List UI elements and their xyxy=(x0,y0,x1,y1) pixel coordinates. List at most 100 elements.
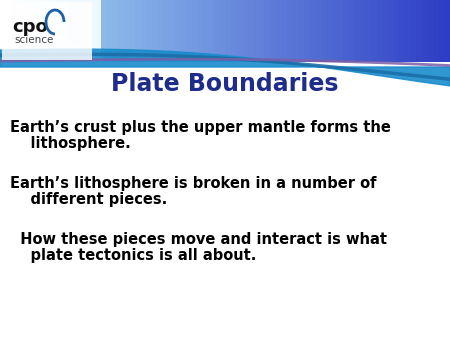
Polygon shape xyxy=(214,0,220,62)
Polygon shape xyxy=(0,53,95,54)
Polygon shape xyxy=(175,0,180,62)
Polygon shape xyxy=(45,0,50,62)
Polygon shape xyxy=(281,0,287,62)
Polygon shape xyxy=(5,0,11,62)
Polygon shape xyxy=(349,0,355,62)
Polygon shape xyxy=(242,0,248,62)
Polygon shape xyxy=(101,0,107,62)
Polygon shape xyxy=(118,0,124,62)
Polygon shape xyxy=(287,0,292,62)
Polygon shape xyxy=(405,0,410,62)
Text: Plate Boundaries: Plate Boundaries xyxy=(111,72,339,96)
Polygon shape xyxy=(208,0,214,62)
Polygon shape xyxy=(135,0,140,62)
Polygon shape xyxy=(259,0,265,62)
Polygon shape xyxy=(0,43,73,45)
Polygon shape xyxy=(0,58,107,59)
Polygon shape xyxy=(0,47,81,48)
Polygon shape xyxy=(410,0,416,62)
Polygon shape xyxy=(40,0,45,62)
Polygon shape xyxy=(124,0,130,62)
Polygon shape xyxy=(22,0,28,62)
Polygon shape xyxy=(253,0,259,62)
Text: lithosphere.: lithosphere. xyxy=(10,136,131,151)
Polygon shape xyxy=(433,0,439,62)
Polygon shape xyxy=(382,0,388,62)
Polygon shape xyxy=(265,0,270,62)
Polygon shape xyxy=(62,0,68,62)
Polygon shape xyxy=(73,0,79,62)
Text: Earth’s crust plus the upper mantle forms the: Earth’s crust plus the upper mantle form… xyxy=(10,120,391,135)
Polygon shape xyxy=(270,0,275,62)
Polygon shape xyxy=(315,0,320,62)
Polygon shape xyxy=(140,0,146,62)
Polygon shape xyxy=(445,0,450,62)
Polygon shape xyxy=(0,57,104,58)
Polygon shape xyxy=(310,0,315,62)
Text: different pieces.: different pieces. xyxy=(10,192,167,207)
Polygon shape xyxy=(220,0,225,62)
Polygon shape xyxy=(338,0,343,62)
Polygon shape xyxy=(298,0,304,62)
Text: Earth’s lithosphere is broken in a number of: Earth’s lithosphere is broken in a numbe… xyxy=(10,176,377,191)
Polygon shape xyxy=(0,45,76,46)
Polygon shape xyxy=(197,0,202,62)
Polygon shape xyxy=(230,0,236,62)
Polygon shape xyxy=(0,54,99,56)
Polygon shape xyxy=(0,61,112,62)
Polygon shape xyxy=(0,46,79,47)
Polygon shape xyxy=(388,0,394,62)
Polygon shape xyxy=(0,59,110,61)
Polygon shape xyxy=(0,48,85,50)
Polygon shape xyxy=(0,42,70,43)
Polygon shape xyxy=(180,0,185,62)
Polygon shape xyxy=(95,0,101,62)
Text: cpo: cpo xyxy=(12,18,48,36)
Polygon shape xyxy=(304,0,310,62)
Polygon shape xyxy=(343,0,349,62)
Polygon shape xyxy=(107,0,112,62)
Polygon shape xyxy=(0,51,90,52)
Polygon shape xyxy=(0,41,68,42)
Polygon shape xyxy=(0,50,87,51)
Polygon shape xyxy=(90,0,95,62)
Polygon shape xyxy=(202,0,208,62)
Polygon shape xyxy=(320,0,326,62)
Polygon shape xyxy=(68,0,73,62)
Text: plate tectonics is all about.: plate tectonics is all about. xyxy=(10,248,256,263)
Polygon shape xyxy=(326,0,332,62)
Polygon shape xyxy=(394,0,400,62)
Polygon shape xyxy=(56,0,62,62)
Polygon shape xyxy=(236,0,242,62)
FancyBboxPatch shape xyxy=(2,2,92,60)
Text: How these pieces move and interact is what: How these pieces move and interact is wh… xyxy=(10,232,387,247)
Polygon shape xyxy=(79,0,85,62)
Polygon shape xyxy=(28,0,34,62)
Polygon shape xyxy=(158,0,163,62)
Polygon shape xyxy=(400,0,405,62)
Polygon shape xyxy=(439,0,445,62)
Polygon shape xyxy=(169,0,175,62)
Polygon shape xyxy=(416,0,422,62)
Polygon shape xyxy=(130,0,135,62)
Polygon shape xyxy=(146,0,152,62)
Polygon shape xyxy=(0,39,62,40)
Polygon shape xyxy=(0,56,101,57)
Polygon shape xyxy=(360,0,365,62)
Polygon shape xyxy=(17,0,22,62)
Polygon shape xyxy=(50,0,56,62)
Polygon shape xyxy=(422,0,427,62)
Polygon shape xyxy=(292,0,298,62)
Polygon shape xyxy=(191,0,197,62)
Polygon shape xyxy=(0,52,93,53)
Polygon shape xyxy=(365,0,371,62)
Polygon shape xyxy=(275,0,281,62)
Polygon shape xyxy=(377,0,382,62)
Polygon shape xyxy=(225,0,230,62)
Polygon shape xyxy=(248,0,253,62)
Polygon shape xyxy=(152,0,158,62)
Text: science: science xyxy=(14,35,54,45)
Polygon shape xyxy=(0,0,5,62)
Polygon shape xyxy=(163,0,169,62)
Polygon shape xyxy=(0,40,65,41)
